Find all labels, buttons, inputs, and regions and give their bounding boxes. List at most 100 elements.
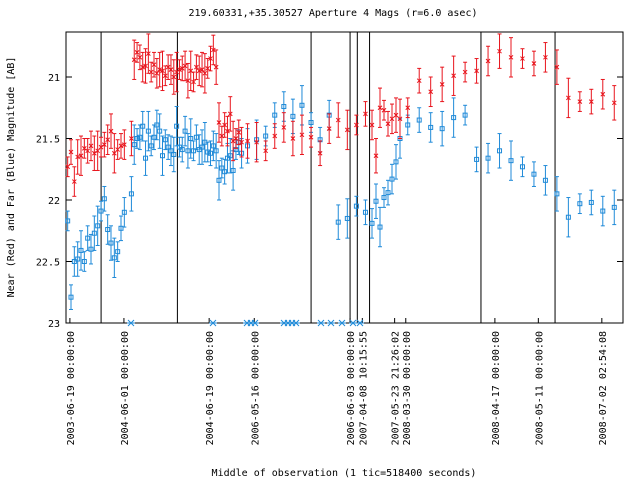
axis-marker (127, 319, 135, 327)
data-point (191, 79, 196, 85)
data-point (134, 136, 140, 141)
data-point (179, 147, 185, 153)
data-point (222, 169, 228, 175)
x-tick-label: 2008-04-17 00:00:00 (491, 331, 502, 445)
data-point (344, 127, 350, 133)
data-point (393, 159, 399, 165)
data-point (239, 139, 244, 145)
data-point (233, 136, 239, 141)
data-point (205, 66, 211, 71)
data-point (439, 126, 445, 132)
data-point (216, 120, 222, 125)
x-tick-label: 2008-05-11 00:00:00 (534, 331, 545, 445)
axis-marker (356, 319, 364, 327)
data-point (497, 148, 503, 154)
axis-marker (327, 319, 335, 327)
axis-marker (209, 319, 217, 327)
data-point (373, 198, 379, 204)
data-point (131, 57, 137, 63)
y-tick-label: 23 (48, 319, 60, 330)
data-point (299, 102, 305, 108)
data-point (154, 122, 160, 128)
data-point (531, 171, 537, 177)
x-axis-ticks: 2003-06-19 00:00:00 2004-06-01 00:00:00 20… (66, 318, 609, 445)
data-point (196, 68, 202, 74)
data-point (416, 78, 422, 84)
data-point (118, 143, 124, 149)
data-point (263, 148, 269, 154)
data-point (91, 230, 97, 236)
axis-marker (292, 319, 300, 327)
data-point (377, 105, 383, 111)
x-tick-label: 2006-06-03 00:00:00 (346, 331, 357, 445)
data-point (128, 191, 134, 197)
data-point (531, 61, 537, 66)
data-point (227, 111, 233, 117)
x-tick-label: 2007-05-23 21:26:02 (391, 331, 402, 445)
data-point (377, 224, 383, 230)
data-point (281, 125, 287, 130)
data-point (362, 209, 368, 215)
data-point (554, 191, 560, 197)
data-point (393, 112, 399, 118)
data-point (600, 208, 606, 214)
data-point (194, 64, 199, 70)
data-point (151, 62, 157, 68)
data-point (222, 122, 227, 128)
x-tick-label: 2004-06-01 00:00:00 (120, 331, 131, 445)
data-point (188, 136, 194, 141)
y-tick-label: 22.5 (36, 258, 60, 269)
data-point (566, 95, 571, 101)
data-point (165, 144, 171, 150)
data-point (75, 154, 81, 160)
data-point (140, 64, 146, 70)
data-point (335, 219, 341, 225)
data-point (191, 148, 197, 154)
data-point (451, 73, 456, 79)
data-point (98, 144, 104, 150)
data-point (381, 107, 387, 113)
data-point (71, 179, 77, 184)
data-point (577, 201, 583, 207)
data-point (182, 63, 188, 69)
data-point (145, 128, 151, 134)
data-point (308, 120, 314, 126)
data-point (171, 151, 177, 157)
data-point (65, 164, 71, 170)
data-point (405, 122, 411, 128)
data-point (95, 223, 101, 229)
data-point (577, 99, 583, 104)
axis-markers (127, 319, 364, 327)
data-point (162, 137, 168, 143)
data-point (369, 122, 375, 128)
data-point (137, 134, 143, 140)
axis-marker (251, 319, 259, 327)
data-point (115, 249, 121, 255)
data-point (565, 214, 571, 220)
data-point (185, 78, 191, 84)
data-point (245, 138, 250, 144)
data-point (78, 153, 84, 159)
y-tick-label: 22 (48, 196, 60, 207)
data-point (65, 218, 71, 224)
data-point (474, 68, 479, 74)
data-point (611, 100, 617, 106)
data-point (354, 122, 359, 128)
data-point (554, 64, 560, 70)
data-point (85, 148, 91, 154)
chart-title: 219.60331,+35.30527 Aperture 4 Mags (r=6… (189, 8, 478, 19)
data-point (474, 156, 480, 162)
data-point (213, 148, 219, 154)
series-far (65, 85, 617, 310)
data-point (208, 56, 213, 61)
data-point (134, 50, 140, 55)
data-point (177, 67, 182, 72)
data-point (131, 142, 137, 148)
data-point (118, 225, 124, 231)
data-point (208, 150, 214, 156)
data-point (344, 215, 350, 221)
data-point (88, 246, 94, 252)
data-point (157, 67, 163, 72)
data-point (148, 69, 154, 75)
data-point (290, 136, 296, 141)
